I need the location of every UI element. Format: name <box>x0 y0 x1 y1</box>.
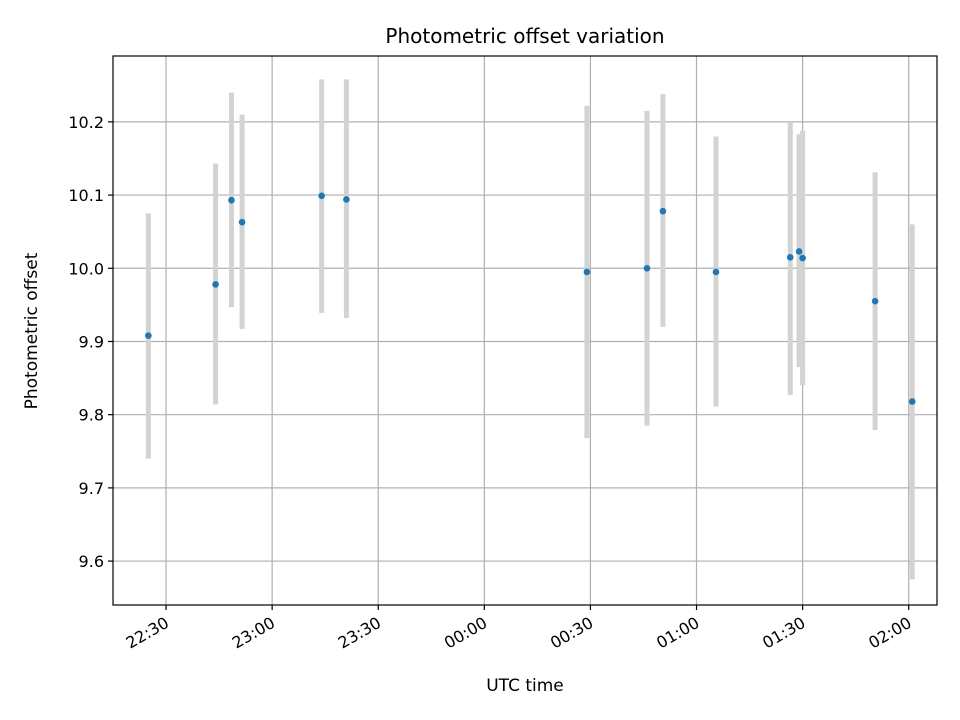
data-point <box>908 398 916 405</box>
data-point <box>712 268 720 276</box>
data-point <box>343 196 350 203</box>
data-point <box>228 196 235 204</box>
data-point <box>238 218 246 226</box>
y-tick-label: 10.1 <box>68 186 104 205</box>
x-axis-label: UTC time <box>486 676 564 696</box>
data-point <box>659 207 667 215</box>
y-tick-label: 10.0 <box>68 259 104 278</box>
plot-frame <box>112 55 938 606</box>
data-point <box>795 248 803 255</box>
y-axis-ticks: 9.6 9.7 9.8 9.9 10.0 10.1 10.2 <box>68 113 113 571</box>
y-axis-label: Photometric offset <box>22 252 42 409</box>
data-point <box>643 264 651 272</box>
chart-title: Photometric offset variation <box>385 24 664 48</box>
y-tick-label: 9.7 <box>79 479 104 498</box>
y-tick-label: 9.8 <box>79 406 104 425</box>
data-point <box>786 253 794 261</box>
data-point <box>212 281 219 288</box>
data-point <box>145 332 152 339</box>
data-point <box>799 254 806 262</box>
y-tick-label: 10.2 <box>68 113 104 132</box>
y-tick-label: 9.9 <box>79 332 104 351</box>
markers <box>145 192 916 405</box>
data-point <box>318 192 325 200</box>
data-point <box>871 297 879 305</box>
data-point <box>583 268 591 276</box>
y-tick-label: 9.6 <box>79 552 104 571</box>
